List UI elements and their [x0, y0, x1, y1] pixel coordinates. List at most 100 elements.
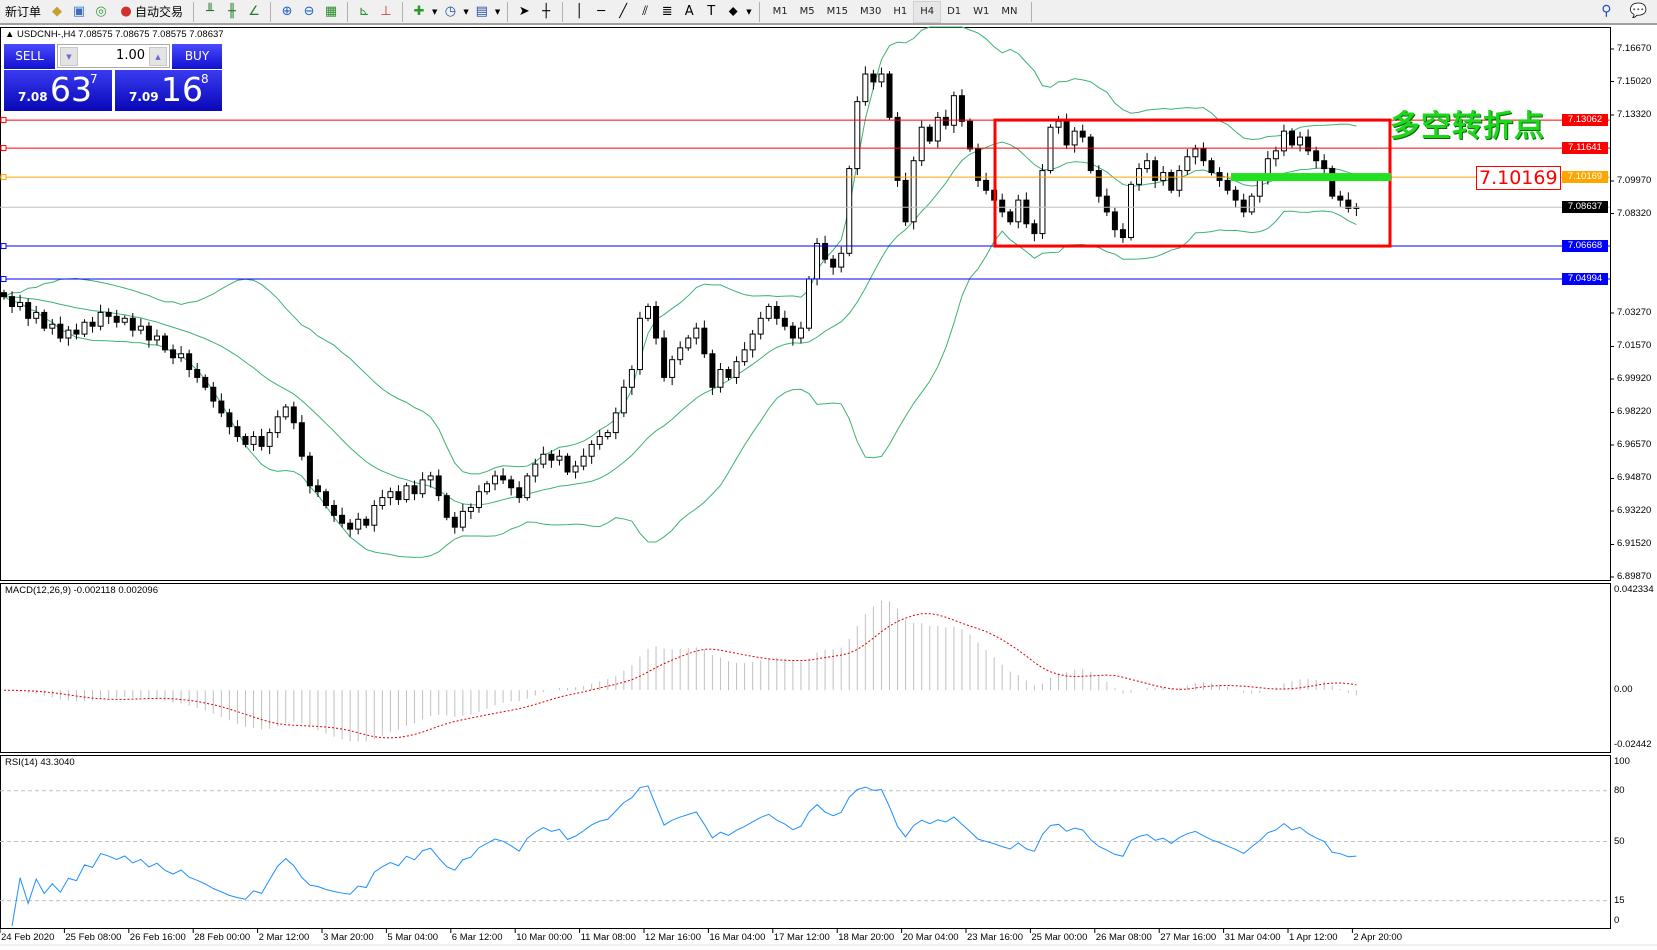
signals-icon[interactable]: ◎ — [95, 4, 107, 19]
sell-button[interactable]: SELL — [4, 44, 55, 69]
candle-body — [355, 518, 362, 530]
history-center-icon[interactable]: ◆ — [52, 4, 63, 19]
auto-scroll-icon[interactable]: ⊾ — [358, 4, 370, 19]
candle-body — [612, 412, 619, 434]
candle-body — [218, 400, 225, 414]
candle — [387, 487, 394, 506]
candle — [314, 479, 321, 498]
separator — [507, 1, 509, 22]
dropdown-arrow-icon[interactable]: ▼ — [432, 7, 438, 16]
dropdown-arrow-icon[interactable]: ▼ — [463, 7, 469, 16]
candle — [1144, 153, 1151, 173]
price-label-object[interactable]: 7.10169 — [1476, 166, 1561, 190]
line-chart-icon[interactable]: ∠ — [248, 4, 260, 19]
timeframe-m15[interactable]: M15 — [826, 6, 848, 17]
candlestick-icon[interactable]: ╫ — [228, 4, 236, 19]
lot-decrease-button[interactable]: ▼ — [60, 47, 78, 66]
chart-shift-icon[interactable]: ⊥ — [380, 4, 392, 19]
horizontal-line-icon[interactable]: ─ — [597, 4, 606, 19]
timeframe-m30[interactable]: M30 — [859, 6, 882, 17]
candle — [323, 488, 329, 509]
candle-body — [870, 73, 877, 83]
candle — [846, 165, 853, 257]
candle-body — [677, 347, 684, 361]
level-price-label: 7.04994 — [1562, 273, 1608, 286]
candle — [628, 365, 635, 395]
time-axis-label: 17 Mar 12:00 — [773, 932, 830, 943]
rsi-axis-label: 0 — [1614, 915, 1620, 926]
price-axis-label: 7.16670 — [1617, 43, 1652, 54]
zoom-out-icon[interactable]: ⊖ — [303, 4, 315, 19]
timeframe-m5[interactable]: M5 — [799, 6, 815, 17]
lot-stepper[interactable]: ▼ 1.00 ▲ — [57, 44, 170, 68]
candle — [1047, 124, 1054, 174]
candle — [926, 124, 933, 144]
fibonacci-icon[interactable]: ≣ — [661, 4, 673, 19]
templates-icon[interactable]: ▤ — [475, 4, 488, 19]
equidistant-channel-icon[interactable]: ⫽ — [642, 4, 649, 19]
candle-body — [1192, 148, 1199, 158]
buy-price[interactable]: 7.09 16 8 — [115, 70, 222, 111]
buy-button[interactable]: BUY — [172, 44, 222, 69]
candle — [1280, 124, 1287, 157]
indicators-icon[interactable]: ✚ — [413, 4, 425, 19]
candle-body — [1095, 170, 1102, 197]
candle-body — [733, 361, 740, 378]
level-handle — [0, 174, 7, 181]
autotrading-icon: ● — [120, 4, 132, 19]
timeframe-h1[interactable]: H1 — [893, 6, 908, 17]
strategy-tester-icon[interactable]: ▣ — [72, 4, 86, 19]
candle — [967, 118, 973, 152]
price-axis-label: 7.13320 — [1617, 109, 1652, 120]
timeframe-d1[interactable]: D1 — [947, 6, 962, 17]
candle-body — [25, 302, 32, 319]
candle-body — [693, 327, 700, 339]
candle — [717, 363, 724, 393]
level-handle — [0, 276, 7, 283]
candle — [1224, 172, 1231, 195]
dropdown-arrow-icon[interactable]: ▼ — [494, 7, 501, 16]
macd-axis-label: 0.00 — [1614, 684, 1633, 696]
price-axis-label: 7.09970 — [1617, 175, 1652, 186]
candle-body — [81, 321, 88, 335]
candle-body — [1256, 179, 1263, 197]
candle-body — [1248, 195, 1255, 213]
lot-input[interactable]: 1.00 — [116, 48, 145, 63]
periods-icon[interactable]: ◷ — [444, 4, 457, 19]
text-icon[interactable]: A — [684, 4, 694, 19]
new-order-button[interactable]: 新订单 — [5, 5, 42, 19]
buy-price-prefix: 7.09 — [129, 90, 159, 104]
candle — [411, 480, 418, 501]
crosshair-icon[interactable]: ┼ — [542, 4, 551, 19]
price-axis-label: 6.89870 — [1617, 571, 1652, 582]
candle-body — [1337, 195, 1344, 201]
vertical-line-icon[interactable]: │ — [575, 4, 584, 19]
timeframe-mn[interactable]: MN — [1001, 6, 1018, 17]
candle — [781, 310, 788, 331]
lot-increase-button[interactable]: ▲ — [149, 47, 167, 66]
trendline-icon[interactable]: ╱ — [619, 4, 628, 19]
time-axis-label: 27 Mar 16:00 — [1160, 932, 1217, 943]
bar-chart-icon[interactable]: ╨ — [206, 4, 214, 19]
dropdown-arrow-icon[interactable]: ▼ — [746, 7, 752, 16]
candle-body — [1280, 130, 1287, 152]
timeframe-m1[interactable]: M1 — [772, 6, 788, 17]
chart-annotation-text[interactable]: 多空转折点 — [1390, 109, 1545, 144]
price-axis-label: 6.99920 — [1617, 373, 1652, 384]
bollinger-middle-line — [3, 141, 1357, 506]
arrows-icon[interactable]: ⬥ — [728, 4, 738, 19]
sell-price[interactable]: 7.08 63 7 — [4, 70, 112, 111]
timeframe-w1[interactable]: W1 — [973, 6, 990, 17]
zoom-in-icon[interactable]: ⊕ — [281, 4, 293, 19]
candle-body — [1305, 136, 1312, 152]
level-price-label: 7.08637 — [1562, 201, 1608, 214]
cursor-icon[interactable]: ➤ — [518, 4, 530, 19]
autotrading-button[interactable]: ● 自动交易 — [114, 1, 186, 23]
candle — [1345, 192, 1352, 213]
chat-icon[interactable]: 💬 — [1629, 3, 1647, 19]
text-label-icon[interactable]: T — [707, 4, 716, 19]
tile-windows-icon[interactable]: ▦ — [324, 4, 338, 19]
search-icon[interactable]: ⚲ — [1601, 3, 1612, 19]
timeframe-h4[interactable]: H4 — [913, 0, 942, 23]
